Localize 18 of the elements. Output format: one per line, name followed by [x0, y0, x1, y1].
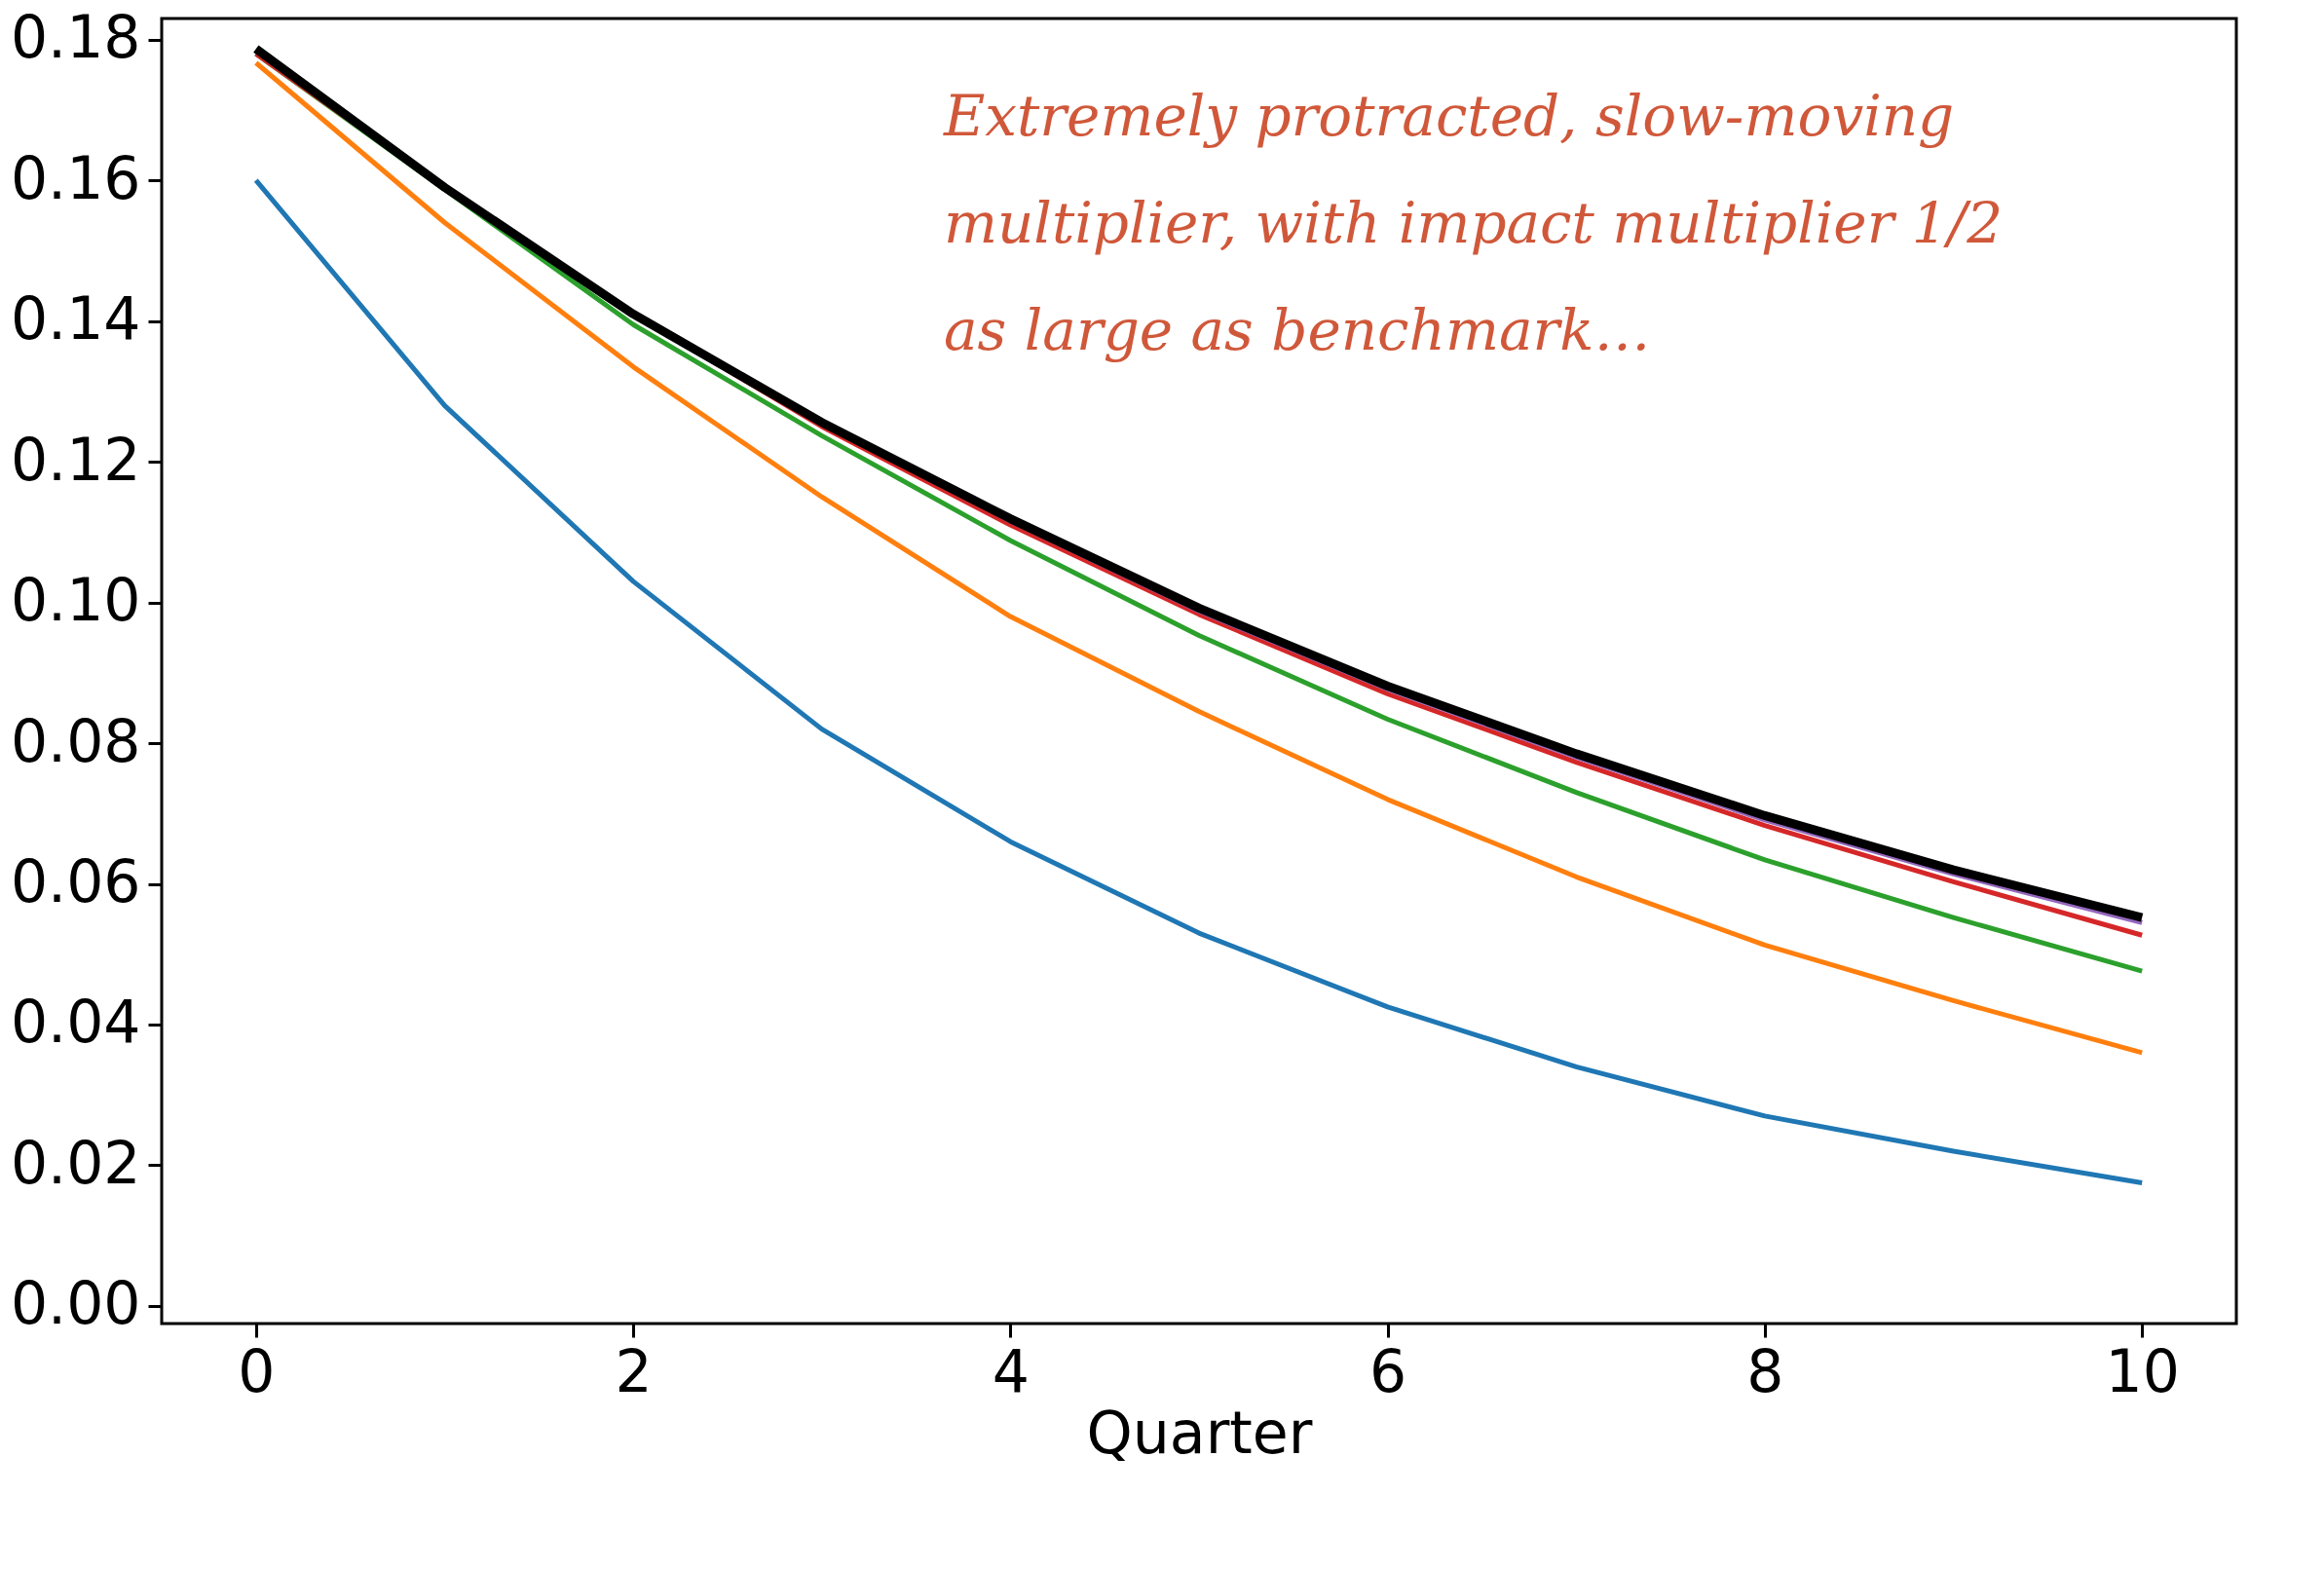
x-tick-label: 4 [992, 1336, 1030, 1405]
y-tick-label: 0.12 [10, 425, 141, 494]
x-tick-label: 6 [1369, 1336, 1407, 1405]
y-tick-label: 0.02 [10, 1128, 141, 1197]
x-tick-label: 2 [615, 1336, 653, 1405]
y-tick-label: 0.14 [10, 284, 141, 354]
y-tick-label: 0.06 [10, 847, 141, 916]
annotation: Extremely protracted, slow-moving multiplier, with impact multiplier 1/2 as large as benchmark… [943, 82, 2004, 363]
y-tick-label: 0.16 [10, 143, 141, 212]
y-tick-label: 0.04 [10, 988, 141, 1057]
y-tick-label: 0.18 [10, 3, 141, 72]
y-tick-label: 0.00 [10, 1269, 141, 1338]
x-axis-title: Quarter [1086, 1398, 1313, 1467]
y-tick-label: 0.08 [10, 706, 141, 775]
y-tick-label: 0.10 [10, 566, 141, 635]
x-tick-label: 8 [1746, 1336, 1784, 1405]
x-tick-label: 0 [238, 1336, 276, 1405]
x-tick-label: 10 [2105, 1336, 2180, 1405]
